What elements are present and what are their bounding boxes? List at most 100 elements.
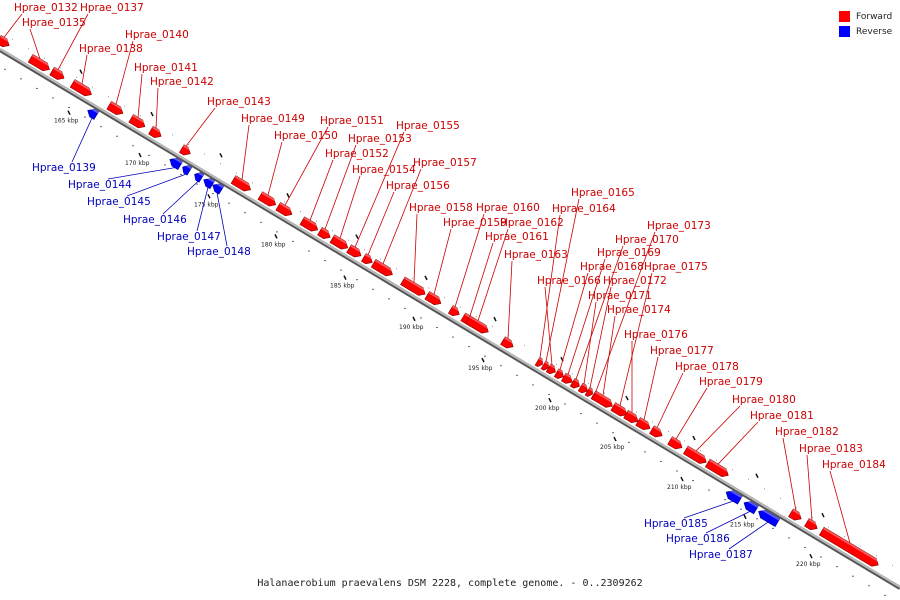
gene-label[interactable]: Hprae_0169: [597, 247, 661, 259]
gene-arrow-hprae-0150[interactable]: [257, 191, 279, 209]
gene-label[interactable]: Hprae_0137: [80, 2, 144, 14]
gene-label[interactable]: Hprae_0182: [775, 426, 839, 438]
gene-arrow-hprae-0147[interactable]: [201, 175, 216, 190]
gene-arrow-hprae-0180[interactable]: [682, 445, 709, 466]
gene-label[interactable]: Hprae_0135: [22, 17, 86, 29]
gene-arrow-hprae-0151[interactable]: [275, 201, 295, 218]
gene-label[interactable]: Hprae_0176: [624, 329, 688, 341]
gene-arrow-hprae-0148[interactable]: [210, 181, 225, 195]
gene-arrow-hprae-0162[interactable]: [464, 315, 491, 336]
gene-label[interactable]: Hprae_0146: [123, 214, 187, 226]
gene-label[interactable]: Hprae_0148: [187, 246, 251, 258]
gene-arrow-hprae-0169[interactable]: [560, 372, 575, 386]
gene-label[interactable]: Hprae_0140: [125, 29, 189, 41]
gene-arrow-hprae-0142[interactable]: [148, 125, 164, 140]
gene-label[interactable]: Hprae_0165: [571, 187, 635, 199]
gene-arrow-hprae-0178[interactable]: [649, 425, 665, 440]
gene-arrow-hprae-0157[interactable]: [370, 259, 395, 278]
gene-arrow-hprae-0153[interactable]: [317, 226, 333, 241]
gene-label[interactable]: Hprae_0147: [157, 231, 221, 243]
gene-label[interactable]: Hprae_0173: [647, 220, 711, 232]
gene-arrow-hprae-0137[interactable]: [49, 66, 67, 82]
gene-label[interactable]: Hprae_0138: [79, 43, 143, 55]
gene-arrow-hprae-0160[interactable]: [447, 305, 462, 319]
gene-label[interactable]: Hprae_0151: [320, 115, 384, 127]
gene-label[interactable]: Hprae_0181: [750, 410, 814, 422]
gene-arrow-hprae-0164[interactable]: [534, 356, 545, 368]
gene-arrow-hprae-0168[interactable]: [553, 368, 566, 381]
gene-label[interactable]: Hprae_0154: [352, 164, 416, 176]
gene-label[interactable]: Hprae_0132: [14, 2, 78, 14]
gene-arrow-hprae-0170[interactable]: [569, 377, 582, 390]
gene-arrow-hprae-0179[interactable]: [667, 436, 685, 452]
gene-label[interactable]: Hprae_0158: [409, 202, 473, 214]
gene-label[interactable]: Hprae_0171: [588, 290, 652, 302]
gene-arrow-hprae-0177[interactable]: [635, 417, 653, 433]
gene-label[interactable]: Hprae_0184: [822, 459, 886, 471]
gene-label[interactable]: Hprae_0186: [666, 533, 730, 545]
gene-arrow-hprae-0182[interactable]: [788, 508, 804, 523]
gene-label[interactable]: Hprae_0159: [443, 217, 507, 229]
gene-label[interactable]: Hprae_0175: [644, 261, 708, 273]
gene-label[interactable]: Hprae_0183: [799, 443, 863, 455]
gene-label[interactable]: Hprae_0172: [603, 275, 667, 287]
gene-label[interactable]: Hprae_0166: [537, 275, 601, 287]
gene-arrow-hprae-0154[interactable]: [329, 234, 351, 252]
gene-label[interactable]: Hprae_0170: [615, 234, 679, 246]
gene-arrow-hprae-0138[interactable]: [69, 79, 94, 99]
gene-arrow-hprae-0185[interactable]: [724, 488, 743, 505]
gene-label[interactable]: Hprae_0149: [241, 113, 305, 125]
gene-arrow-hprae-0184[interactable]: [818, 526, 881, 569]
gene-label[interactable]: Hprae_0142: [150, 76, 214, 88]
gene-label[interactable]: Hprae_0153: [348, 133, 412, 145]
gene-label[interactable]: Hprae_0187: [689, 549, 753, 561]
gene-arrow-hprae-0172[interactable]: [584, 386, 595, 398]
gene-arrow-hprae-0176[interactable]: [623, 409, 641, 425]
gene-label[interactable]: Hprae_0163: [504, 249, 568, 261]
gene-arrow-hprae-0144[interactable]: [168, 155, 183, 170]
gene-label[interactable]: Hprae_0161: [485, 231, 549, 243]
gene-arrow-hprae-0159[interactable]: [424, 291, 444, 307]
gene-arrow-hprae-0140[interactable]: [106, 100, 126, 117]
gene-label[interactable]: Hprae_0155: [396, 120, 460, 132]
gene-label[interactable]: Hprae_0162: [500, 217, 564, 229]
gene-arrow-hprae-0139[interactable]: [85, 106, 100, 120]
gene-arrow-hprae-0186[interactable]: [742, 498, 759, 515]
gene-label[interactable]: Hprae_0143: [207, 96, 271, 108]
gene-label[interactable]: Hprae_0177: [650, 345, 714, 357]
gene-label[interactable]: Hprae_0144: [68, 179, 132, 191]
gene-arrow-hprae-0183[interactable]: [804, 518, 820, 532]
gene-label[interactable]: Hprae_0178: [675, 361, 739, 373]
gene-label[interactable]: Hprae_0180: [732, 394, 796, 406]
gene-arrow-hprae-0175[interactable]: [610, 402, 630, 419]
gene-arrow-hprae-0163[interactable]: [500, 336, 516, 351]
gene-label[interactable]: Hprae_0150: [274, 130, 338, 142]
gene-arrow-hprae-0174[interactable]: [590, 390, 615, 410]
gene-arrow-hprae-0187[interactable]: [756, 507, 781, 528]
gene-arrow-hprae-0165[interactable]: [540, 360, 551, 372]
gene-label[interactable]: Hprae_0168: [580, 261, 644, 273]
gene-label[interactable]: Hprae_0141: [134, 62, 198, 74]
gene-label[interactable]: Hprae_0160: [476, 202, 540, 214]
gene-arrow-hprae-0149[interactable]: [230, 175, 253, 194]
gene-label[interactable]: Hprae_0152: [325, 148, 389, 160]
gene-arrow-hprae-0135[interactable]: [27, 53, 52, 73]
gene-label[interactable]: Hprae_0174: [607, 304, 671, 316]
gene-label[interactable]: Hprae_0179: [699, 376, 763, 388]
gene-label[interactable]: Hprae_0145: [87, 196, 151, 208]
gene-arrow-hprae-0155[interactable]: [346, 244, 364, 260]
gene-label[interactable]: Hprae_0139: [32, 162, 96, 174]
gene-arrow-hprae-0145[interactable]: [180, 163, 193, 176]
gene-label[interactable]: Hprae_0164: [552, 203, 616, 215]
gene-arrow-hprae-0132[interactable]: [0, 35, 12, 49]
gene-arrow-hprae-0141[interactable]: [128, 114, 148, 131]
gene-arrow-hprae-0181[interactable]: [704, 458, 731, 479]
gene-arrow-hprae-0143[interactable]: [178, 144, 193, 158]
gene-arrow-hprae-0171[interactable]: [577, 382, 590, 395]
gene-arrow-hprae-0152[interactable]: [299, 216, 321, 234]
gene-arrow-hprae-0156[interactable]: [360, 253, 375, 267]
gene-arrow-hprae-0146[interactable]: [192, 170, 205, 183]
gene-label[interactable]: Hprae_0185: [644, 518, 708, 530]
gene-label[interactable]: Hprae_0156: [386, 180, 450, 192]
gene-arrow-hprae-0166[interactable]: [545, 363, 558, 376]
